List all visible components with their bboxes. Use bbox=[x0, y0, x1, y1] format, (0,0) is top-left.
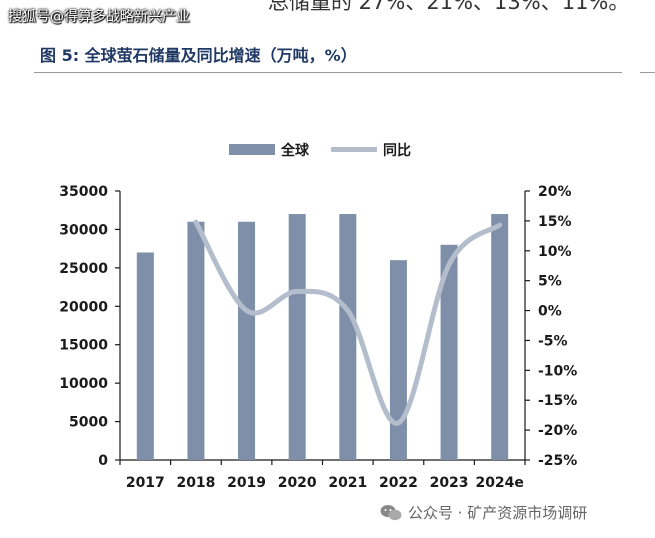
watermark-text: 公众号 · 矿产资源市场调研 bbox=[408, 504, 588, 522]
legend-label-line: 同比 bbox=[383, 142, 411, 159]
y-left-tick-label: 25000 bbox=[59, 261, 108, 277]
y-right-tick-label: -10% bbox=[538, 363, 577, 379]
x-tick-label: 2022 bbox=[379, 475, 418, 491]
y-right-tick-label: 10% bbox=[538, 244, 572, 260]
title-divider-right bbox=[640, 72, 655, 73]
legend-label-bar: 全球 bbox=[280, 142, 310, 159]
source-watermark-text: 搜狐号@得算多战略新兴产业 bbox=[8, 9, 190, 25]
bar-2023 bbox=[440, 244, 458, 460]
x-tick-label: 2018 bbox=[176, 475, 215, 491]
y-right-tick-label: 5% bbox=[538, 274, 562, 290]
wechat-icon bbox=[380, 504, 402, 520]
y-left-tick-label: 15000 bbox=[59, 338, 108, 354]
y-right-tick-label: 15% bbox=[538, 214, 572, 230]
y-right-tick-label: -5% bbox=[538, 333, 568, 349]
y-left-tick-label: 35000 bbox=[59, 184, 108, 200]
bar-2019 bbox=[238, 221, 256, 460]
bar-2022 bbox=[389, 260, 407, 460]
y-axis-right-labels: -25% -20% -15% -10% -5% 0% 5% 10% 15% 20% bbox=[538, 184, 577, 469]
y-right-tick-label: -20% bbox=[538, 423, 577, 439]
y-axis-left-labels: 0 5000 10000 15000 20000 25000 30000 35000 bbox=[59, 184, 108, 469]
x-tick-label: 2021 bbox=[328, 475, 367, 491]
x-tick-label: 2019 bbox=[227, 475, 266, 491]
y-left-tick-label: 5000 bbox=[69, 415, 108, 431]
bar-2024e bbox=[491, 214, 509, 460]
bar-2018 bbox=[187, 221, 205, 460]
chart-axes bbox=[115, 190, 530, 465]
watermark: 公众号 · 矿产资源市场调研 bbox=[380, 502, 587, 523]
line-series bbox=[193, 219, 503, 426]
x-tick-label: 2024e bbox=[475, 475, 523, 491]
y-right-tick-label: -25% bbox=[538, 453, 577, 469]
x-tick-label: 2023 bbox=[430, 475, 469, 491]
body-text-fragment: 总储量的 27%、21%、13%、11%。 bbox=[268, 0, 630, 14]
title-divider bbox=[34, 72, 622, 73]
bar-series bbox=[136, 214, 509, 460]
y-left-tick-label: 20000 bbox=[59, 299, 108, 315]
y-left-tick-label: 0 bbox=[98, 453, 108, 469]
x-tick-label: 2017 bbox=[126, 475, 165, 491]
chart-legend: 全球 同比 bbox=[229, 142, 411, 159]
x-tick-label: 2020 bbox=[278, 475, 317, 491]
legend-swatch-bar bbox=[229, 144, 275, 155]
bar-2017 bbox=[136, 252, 154, 460]
y-right-tick-label: -15% bbox=[538, 393, 577, 409]
y-right-tick-label: 0% bbox=[538, 304, 562, 320]
bar-2021 bbox=[339, 214, 357, 460]
figure-title: 图 5: 全球萤石储量及同比增速（万吨，%） bbox=[40, 46, 357, 65]
y-left-tick-label: 30000 bbox=[59, 222, 108, 238]
x-axis-labels: 2017 2018 2019 2020 2021 2022 2023 2024e bbox=[126, 475, 524, 491]
y-right-tick-label: 20% bbox=[538, 184, 572, 200]
bar-2020 bbox=[288, 214, 306, 460]
y-left-tick-label: 10000 bbox=[59, 376, 108, 392]
